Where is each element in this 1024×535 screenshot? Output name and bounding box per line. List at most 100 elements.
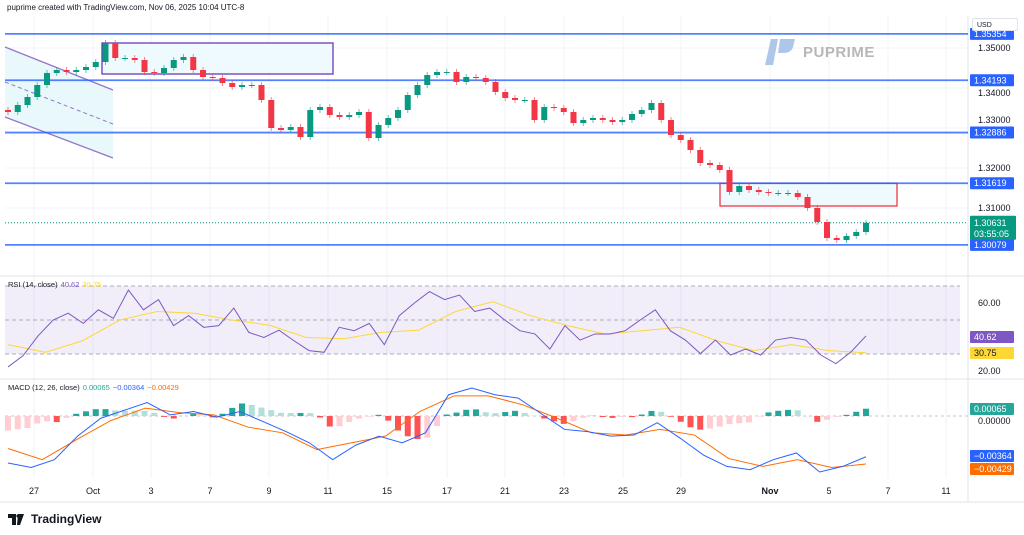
level-price-label: 1.30079 bbox=[970, 238, 1014, 251]
macd-histogram-bar bbox=[297, 412, 304, 416]
level-price-label-bg bbox=[970, 74, 1014, 87]
channel-middle-line bbox=[4, 81, 114, 125]
level-price-label-bg bbox=[970, 126, 1014, 139]
candle-body bbox=[180, 57, 187, 60]
candle-body bbox=[24, 97, 31, 105]
macd-histogram-bar bbox=[414, 416, 421, 440]
candle-body bbox=[317, 107, 323, 110]
macd-histogram-bar bbox=[707, 416, 713, 429]
candle-body bbox=[560, 108, 567, 112]
macd-value-label: −0.00364 bbox=[970, 450, 1014, 462]
candle-body bbox=[863, 222, 869, 232]
candle-body bbox=[356, 112, 362, 115]
macd-histogram-bar bbox=[541, 416, 548, 419]
time-axis-tick: 25 bbox=[618, 486, 628, 496]
rsi-legend-title: RSI (14, close) bbox=[8, 280, 58, 289]
macd-histogram-bar bbox=[619, 416, 626, 417]
candle-body bbox=[34, 85, 41, 97]
candle-body bbox=[599, 118, 606, 120]
rsi-legend: RSI (14, close) 40.62 30.75 bbox=[8, 280, 101, 289]
level-price-label-text: 1.35354 bbox=[974, 29, 1007, 39]
candle-body bbox=[346, 115, 353, 117]
puprime-logo-icon bbox=[765, 39, 795, 65]
macd-histogram-bar bbox=[453, 412, 460, 416]
candle-body bbox=[53, 70, 60, 73]
price-axis-tick: 1.32000 bbox=[978, 163, 1011, 173]
candle-body bbox=[687, 140, 694, 150]
level-price-label-bg bbox=[970, 177, 1014, 190]
time-axis-tick: 23 bbox=[559, 486, 569, 496]
time-axis-tick: 9 bbox=[266, 486, 271, 496]
macd-histogram-bar bbox=[638, 414, 645, 416]
macd-histogram-bar bbox=[824, 416, 830, 420]
macd-histogram-bar bbox=[14, 416, 21, 430]
candle-body bbox=[92, 62, 99, 67]
candle-body bbox=[102, 43, 109, 62]
candle-body bbox=[814, 208, 821, 222]
histogram-value-label-text: 0.00065 bbox=[974, 404, 1007, 414]
candle-body bbox=[5, 110, 11, 112]
candle-body bbox=[551, 107, 557, 108]
histogram-legend-value: 0.00065 bbox=[82, 383, 110, 392]
currency-button[interactable]: USD bbox=[972, 18, 1018, 31]
macd-histogram-bar bbox=[560, 416, 567, 424]
candle-body bbox=[775, 193, 782, 194]
macd-histogram-bar bbox=[648, 410, 655, 416]
time-axis-tick: Oct bbox=[86, 486, 101, 496]
countdown-text: 03:55:05 bbox=[974, 229, 1009, 239]
candle-body bbox=[200, 70, 206, 77]
macd-histogram-bar bbox=[395, 416, 401, 431]
macd-histogram-bar bbox=[346, 416, 353, 422]
macd-histogram-bar bbox=[122, 410, 128, 416]
candle-body bbox=[794, 193, 801, 197]
rsi-line bbox=[7, 289, 867, 368]
puprime-logo-text: PUPRIME bbox=[803, 43, 875, 61]
candle-body bbox=[473, 77, 479, 78]
level-price-label-text: 1.34193 bbox=[974, 75, 1007, 85]
candle-body bbox=[463, 77, 470, 82]
macd-histogram-bar bbox=[404, 416, 411, 437]
price-axis-tick: 1.35000 bbox=[978, 43, 1011, 53]
macd-histogram-bar bbox=[248, 404, 255, 416]
candle-body bbox=[755, 190, 762, 192]
candle-body bbox=[434, 72, 440, 75]
candle-body bbox=[258, 85, 265, 100]
macd-histogram-bar bbox=[833, 416, 840, 417]
candle-body bbox=[629, 114, 635, 120]
candle-body bbox=[239, 85, 245, 87]
rsi-axis-tick: 20.00 bbox=[978, 366, 1001, 376]
macd-line bbox=[7, 387, 867, 473]
chart-attribution: puprime created with TradingView.com, No… bbox=[7, 3, 245, 12]
macd-histogram-bar bbox=[73, 413, 80, 416]
macd-histogram-bar bbox=[209, 416, 216, 418]
candle-body bbox=[112, 43, 119, 58]
level-price-label-text: 1.32886 bbox=[974, 128, 1007, 138]
candle-body bbox=[248, 85, 255, 86]
candle-body bbox=[404, 95, 411, 110]
time-axis-tick: 7 bbox=[885, 486, 890, 496]
macd-value-label-bg bbox=[970, 450, 1014, 462]
candle-body bbox=[63, 70, 70, 72]
rsi-ma-value-label-text: 30.75 bbox=[974, 348, 997, 358]
candle-body bbox=[229, 83, 236, 87]
macd-histogram-bar bbox=[863, 408, 869, 416]
candle-body bbox=[531, 100, 538, 120]
time-axis-tick: 3 bbox=[148, 486, 153, 496]
candle-body bbox=[336, 115, 343, 117]
rsi-ma-legend-value: 30.75 bbox=[82, 280, 102, 289]
candle-body bbox=[648, 103, 655, 110]
macd-histogram-bar bbox=[668, 416, 674, 417]
macd-histogram-bar bbox=[375, 414, 382, 416]
macd-histogram-bar bbox=[219, 413, 226, 416]
candle-body bbox=[375, 125, 382, 138]
signal-value-label-bg bbox=[970, 463, 1014, 475]
time-axis-tick: 11 bbox=[323, 486, 332, 496]
macd-histogram-bar bbox=[287, 413, 294, 416]
tradingview-logo-icon bbox=[8, 513, 24, 525]
macd-histogram-bar bbox=[482, 412, 489, 416]
candle-body bbox=[365, 112, 372, 138]
candle-body bbox=[161, 68, 167, 73]
macd-histogram-bar bbox=[794, 410, 801, 416]
rsi-value-label-text: 40.62 bbox=[974, 332, 997, 342]
